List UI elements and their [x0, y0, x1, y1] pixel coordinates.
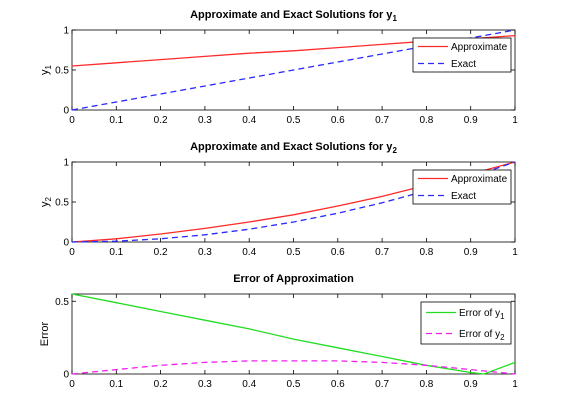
y-axis-label: y2	[39, 196, 53, 207]
x-tick-label: 0.4	[242, 115, 256, 126]
x-tick-label: 0.8	[419, 379, 433, 390]
x-tick-label: 0.9	[464, 379, 478, 390]
x-tick-label: 1	[512, 115, 518, 126]
series-line-1	[71, 293, 516, 375]
x-tick-label: 0.8	[419, 115, 433, 126]
x-tick-label: 0.5	[287, 379, 301, 390]
x-tick-label: 0.6	[331, 379, 345, 390]
x-tick-label: 0.5	[287, 247, 301, 258]
x-tick-label: 0.6	[331, 115, 345, 126]
legend-label: Exact	[451, 191, 476, 202]
chart-title: Approximate and Exact Solutions for y1	[190, 9, 397, 23]
legend-box	[420, 301, 512, 345]
y-tick-label: 0.5	[55, 198, 69, 209]
y-tick-label: 0.5	[55, 297, 69, 308]
x-tick-label: 0.6	[331, 247, 345, 258]
x-tick-label: 0	[69, 115, 75, 126]
y-tick-label: 1	[63, 158, 69, 169]
x-tick-label: 0.2	[154, 115, 168, 126]
y-axis-label: y1	[39, 64, 53, 75]
chart-title: Approximate and Exact Solutions for y2	[190, 141, 397, 155]
x-tick-label: 0	[69, 379, 75, 390]
y-tick-label: 0	[63, 370, 69, 381]
x-tick-label: 1	[512, 247, 518, 258]
y-tick-label: 0.5	[55, 66, 69, 77]
y-tick-label: 1	[63, 26, 69, 37]
legend-box	[412, 37, 512, 73]
y-tick-label: 0	[63, 106, 69, 117]
chart-title: Error of Approximation	[233, 273, 354, 285]
legend-label: Error of y2	[459, 329, 505, 342]
legend: Error of y1 Error of y2	[420, 301, 512, 345]
subplot-2: Approximate and Exact Solutions for y2 y2…	[39, 141, 518, 258]
x-tick-label: 0.9	[464, 247, 478, 258]
x-tick-label: 0.7	[375, 247, 389, 258]
x-tick-label: 0.4	[242, 379, 256, 390]
x-tick-label: 1	[512, 379, 518, 390]
x-tick-label: 0.5	[287, 115, 301, 126]
x-tick-label: 0.2	[154, 247, 168, 258]
legend-label: Approximate	[451, 42, 508, 53]
x-tick-label: 0.1	[109, 247, 123, 258]
series-line-2	[71, 360, 516, 375]
x-tick-label: 0.8	[419, 247, 433, 258]
x-tick-label: 0	[69, 247, 75, 258]
legend-label: Exact	[451, 59, 476, 70]
x-tick-label: 0.3	[198, 379, 212, 390]
legend-label: Error of y1	[459, 308, 505, 321]
y-tick-label: 0	[63, 238, 69, 249]
legend: Approximate Exact	[412, 169, 512, 205]
y-axis-label: Error	[39, 321, 51, 346]
subplot-1: Approximate and Exact Solutions for y1 y1…	[39, 9, 518, 126]
x-tick-label: 0.1	[109, 115, 123, 126]
legend-box	[412, 169, 512, 205]
subplot-3: Error of Approximation Error 0 0.1 0.2 0.3 0.4…	[39, 273, 518, 390]
x-tick-label: 0.3	[198, 247, 212, 258]
legend: Approximate Exact	[412, 37, 512, 73]
x-tick-label: 0.7	[375, 115, 389, 126]
x-tick-label: 0.1	[109, 379, 123, 390]
legend-label: Approximate	[451, 174, 508, 185]
x-tick-label: 0.4	[242, 247, 256, 258]
x-tick-label: 0.3	[198, 115, 212, 126]
x-tick-label: 0.9	[464, 115, 478, 126]
x-tick-label: 0.2	[154, 379, 168, 390]
x-tick-label: 0.7	[375, 379, 389, 390]
